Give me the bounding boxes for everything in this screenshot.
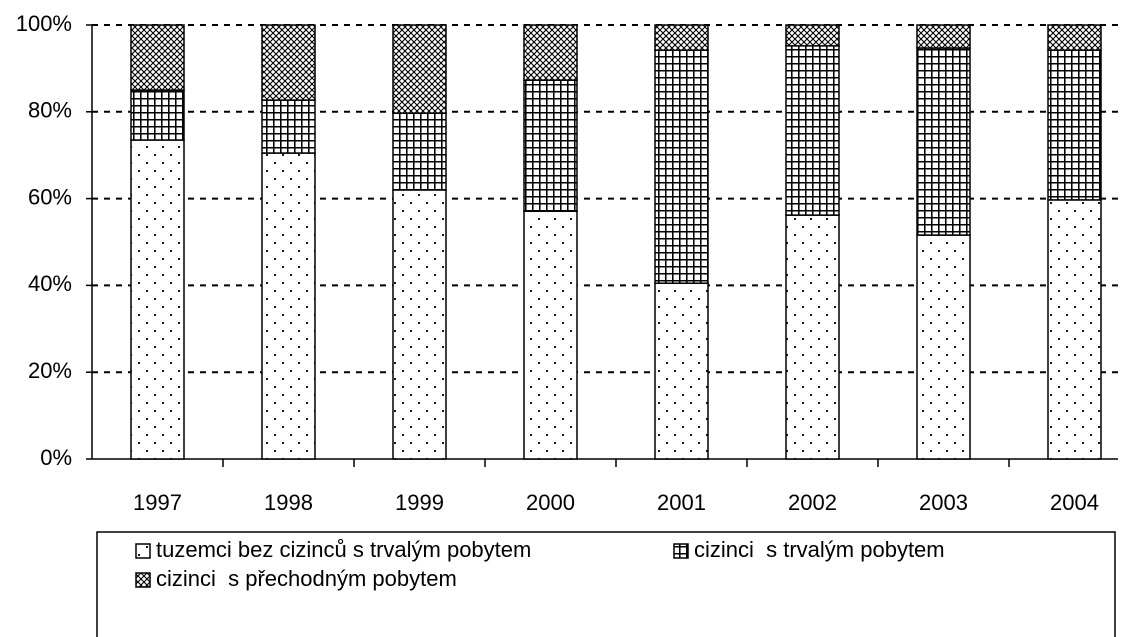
- bar-segment: [785, 24, 840, 47]
- x-tick-label: 2001: [657, 490, 706, 515]
- y-tick-label: 80%: [28, 98, 72, 123]
- y-tick-label: 60%: [28, 184, 72, 209]
- y-tick-label: 100%: [16, 11, 72, 36]
- bar-segment: [523, 24, 578, 81]
- legend-box: [96, 531, 1116, 637]
- bar-segment: [916, 24, 971, 49]
- bar-segment: [785, 214, 840, 460]
- bar-segment: [1047, 199, 1102, 460]
- bar-segment: [1047, 49, 1102, 201]
- bar-segment: [392, 112, 447, 191]
- bar-segment: [523, 79, 578, 212]
- legend-swatch: [135, 572, 151, 588]
- bar-segment: [785, 45, 840, 216]
- y-tick-label: 0%: [40, 445, 72, 470]
- bar-segment: [130, 89, 185, 141]
- y-tick-label: 40%: [28, 271, 72, 296]
- x-tick-label: 2000: [526, 490, 575, 515]
- x-tick-label: 1997: [133, 490, 182, 515]
- x-tick-label: 2004: [1050, 490, 1099, 515]
- bar-segment: [130, 24, 185, 91]
- bar-segment: [261, 99, 316, 154]
- bar-segment: [261, 152, 316, 460]
- legend-swatch: [135, 543, 151, 559]
- bar-segment: [130, 139, 185, 460]
- bar-segment: [916, 47, 971, 236]
- bar-segment: [654, 49, 709, 284]
- x-tick-label: 2003: [919, 490, 968, 515]
- legend-swatch: [673, 543, 689, 559]
- bar-segment: [392, 189, 447, 460]
- x-tick-label: 1999: [395, 490, 444, 515]
- bar-segment: [916, 234, 971, 460]
- x-tick-label: 1998: [264, 490, 313, 515]
- bar-segment: [523, 210, 578, 460]
- legend-label: cizinci s přechodným pobytem: [156, 566, 457, 591]
- bar-segment: [1047, 24, 1102, 51]
- bar-segment: [261, 24, 316, 101]
- y-tick-label: 20%: [28, 358, 72, 383]
- bar-segment: [654, 24, 709, 51]
- legend-label: cizinci s trvalým pobytem: [694, 537, 945, 562]
- bar-segment: [654, 282, 709, 460]
- bar-segment: [392, 24, 447, 114]
- legend-label: tuzemci bez cizinců s trvalým pobytem: [156, 537, 531, 562]
- x-tick-label: 2002: [788, 490, 837, 515]
